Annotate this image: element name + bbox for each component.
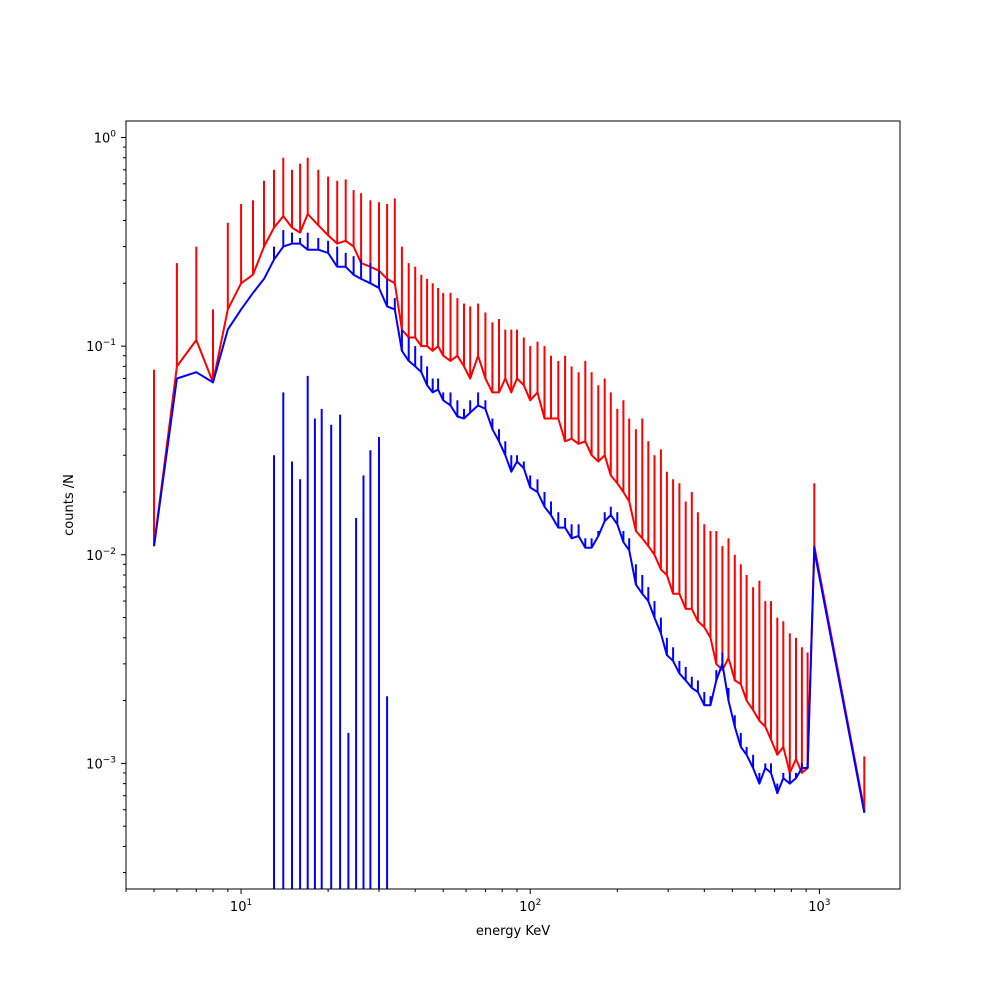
x-axis-label: energy KeV: [476, 924, 550, 939]
series-line: [153, 242, 866, 813]
axes-frame: [125, 120, 901, 890]
plot-marks: [153, 157, 866, 889]
series-0: [153, 157, 866, 810]
y-axis-ticks: 10−3 10−2 10−1 100: [86, 130, 126, 873]
x-axis-ticks: 101 102 103: [125, 889, 831, 915]
x-tick-label: 103: [808, 898, 830, 915]
x-tick-label: 102: [519, 898, 541, 915]
y-tick-label: 10−1: [86, 338, 116, 355]
y-axis-label: counts /N: [62, 474, 77, 536]
y-tick-label: 10−3: [86, 755, 116, 772]
x-tick-label: 101: [230, 898, 252, 915]
series-line: [153, 213, 866, 810]
y-tick-label: 100: [94, 130, 117, 147]
y-tick-label: 10−2: [86, 547, 116, 564]
series-1: [153, 230, 866, 889]
